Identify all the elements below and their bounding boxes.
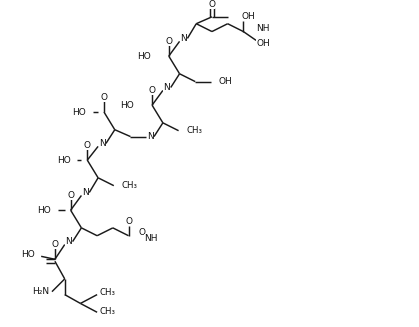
Text: O: O: [52, 240, 58, 249]
Text: O: O: [165, 37, 172, 46]
Text: O: O: [84, 141, 91, 150]
Text: O: O: [125, 217, 132, 227]
Text: HO: HO: [120, 101, 133, 110]
Text: HO: HO: [137, 52, 151, 60]
Text: O: O: [209, 0, 215, 9]
Text: O: O: [101, 93, 108, 102]
Text: OH: OH: [241, 12, 255, 21]
Text: CH₃: CH₃: [100, 288, 116, 297]
Text: N: N: [180, 34, 187, 43]
Text: N: N: [82, 188, 89, 197]
Text: N: N: [98, 139, 106, 148]
Text: HO: HO: [37, 206, 51, 215]
Text: HO: HO: [21, 250, 35, 259]
Text: HO: HO: [57, 156, 71, 164]
Text: CH₃: CH₃: [100, 307, 116, 316]
Text: HO: HO: [72, 108, 86, 116]
Text: CH₃: CH₃: [186, 126, 202, 135]
Text: O: O: [138, 228, 145, 237]
Text: O: O: [67, 191, 74, 200]
Text: O: O: [149, 86, 155, 95]
Text: N: N: [147, 132, 153, 141]
Text: N: N: [163, 83, 170, 92]
Text: NH: NH: [144, 234, 158, 243]
Text: OH: OH: [219, 77, 233, 86]
Text: N: N: [65, 237, 72, 246]
Text: CH₃: CH₃: [122, 181, 138, 190]
Text: H₂N: H₂N: [33, 287, 50, 296]
Text: NH: NH: [256, 24, 269, 33]
Text: OH: OH: [256, 39, 270, 48]
